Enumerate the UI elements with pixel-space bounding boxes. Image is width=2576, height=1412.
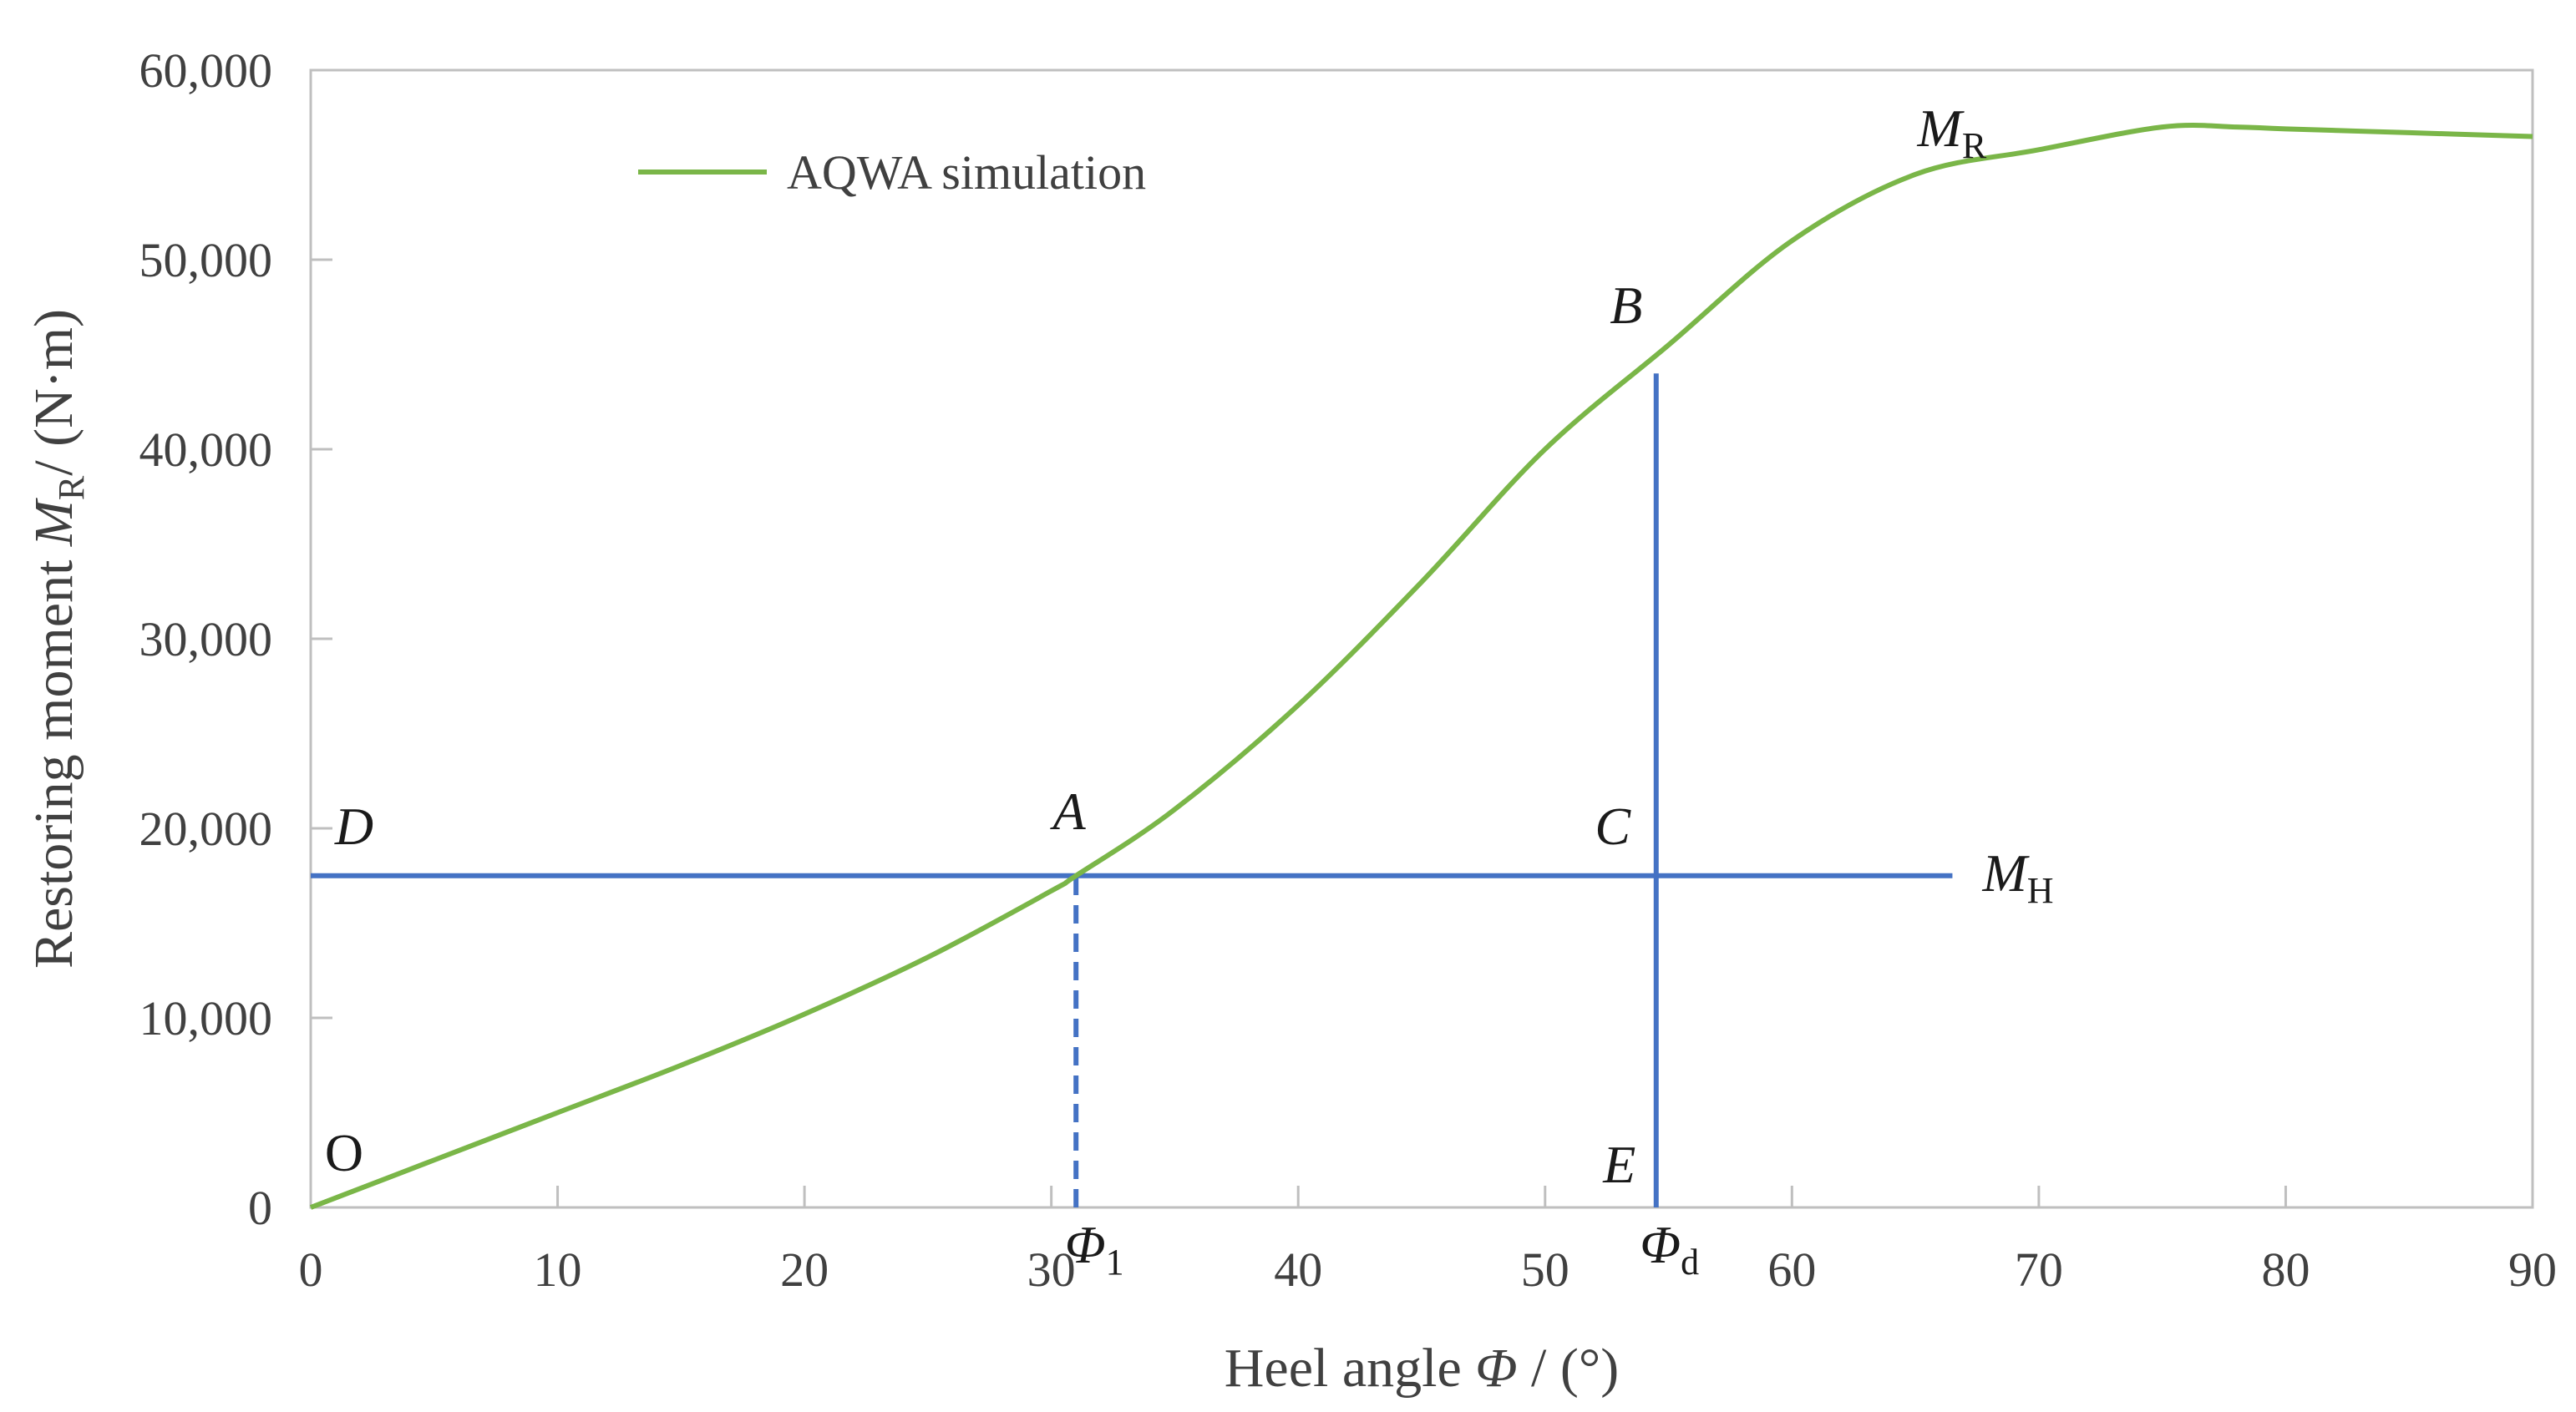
axes-layer: 0 10 20 30 40 50 60 70 80 90 0 10,000 20,000 30,000 40… xyxy=(139,43,2558,1297)
y-tick-label: 50,000 xyxy=(139,233,273,287)
x-tick-label: 10 xyxy=(534,1242,582,1297)
legend: AQWA simulation xyxy=(638,145,1146,200)
y-axis-title: Restoring moment MR/ (N·m) xyxy=(23,309,92,969)
annotation-c: C xyxy=(1595,797,1631,856)
plot-frame xyxy=(309,68,2534,1209)
y-tick-label: 20,000 xyxy=(139,802,273,856)
annotation-φd: Φd xyxy=(1640,1215,1699,1283)
y-tick-label: 40,000 xyxy=(139,423,273,477)
annotation-layer: O A B C D E MH MR Φ1 Φd xyxy=(325,99,2054,1283)
series-layer xyxy=(309,123,2533,1210)
annotation-a: A xyxy=(1050,782,1087,841)
x-tick-label: 50 xyxy=(1521,1242,1569,1297)
x-tick-label: 60 xyxy=(1767,1242,1816,1297)
annotation-d: D xyxy=(334,797,373,856)
y-tick-label: 0 xyxy=(248,1181,272,1235)
x-tick-label: 0 xyxy=(299,1242,323,1297)
y-tick-label: 30,000 xyxy=(139,612,273,666)
x-tick-label: 90 xyxy=(2508,1242,2557,1297)
legend-label-aqwa: AQWA simulation xyxy=(787,145,1146,200)
x-axis-title: Heel angle Φ / (°) xyxy=(1225,1338,1619,1399)
x-tick-label: 20 xyxy=(780,1242,829,1297)
x-tick-label: 40 xyxy=(1274,1242,1322,1297)
annotation-b: B xyxy=(1610,276,1642,335)
annotation-φ1: Φ1 xyxy=(1065,1215,1124,1283)
annotation-e: E xyxy=(1602,1135,1635,1194)
series-line-aqwa xyxy=(309,123,2533,1210)
annotation-mh: MH xyxy=(1981,843,2053,911)
x-tick-label: 70 xyxy=(2015,1242,2063,1297)
annotation-o: O xyxy=(325,1123,363,1182)
y-tick-label: 10,000 xyxy=(139,991,273,1045)
y-tick-label: 60,000 xyxy=(139,43,273,98)
annotation-mr: MR xyxy=(1917,99,1987,166)
x-tick-label: 30 xyxy=(1027,1242,1076,1297)
x-tick-label: 80 xyxy=(2261,1242,2310,1297)
reference-lines-layer xyxy=(311,373,1953,1207)
